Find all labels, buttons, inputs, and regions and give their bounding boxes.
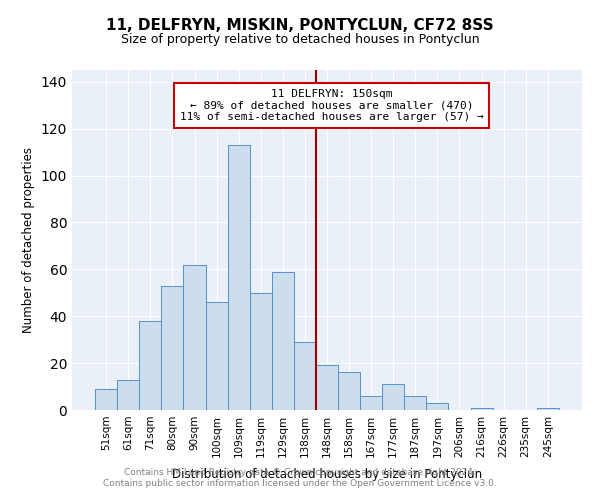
Bar bbox=[427, 403, 448, 410]
Bar bbox=[272, 272, 294, 410]
Bar bbox=[338, 372, 360, 410]
Text: Size of property relative to detached houses in Pontyclun: Size of property relative to detached ho… bbox=[121, 32, 479, 46]
Bar bbox=[117, 380, 139, 410]
Bar bbox=[250, 293, 272, 410]
X-axis label: Distribution of detached houses by size in Pontyclun: Distribution of detached houses by size … bbox=[172, 468, 482, 481]
Bar bbox=[294, 342, 316, 410]
Bar bbox=[470, 408, 493, 410]
Y-axis label: Number of detached properties: Number of detached properties bbox=[22, 147, 35, 333]
Bar bbox=[360, 396, 382, 410]
Bar bbox=[206, 302, 227, 410]
Bar bbox=[316, 366, 338, 410]
Bar bbox=[139, 321, 161, 410]
Bar bbox=[95, 389, 117, 410]
Text: 11, DELFRYN, MISKIN, PONTYCLUN, CF72 8SS: 11, DELFRYN, MISKIN, PONTYCLUN, CF72 8SS bbox=[106, 18, 494, 32]
Bar bbox=[184, 264, 206, 410]
Text: Contains HM Land Registry data © Crown copyright and database right 2024.
Contai: Contains HM Land Registry data © Crown c… bbox=[103, 468, 497, 487]
Bar bbox=[404, 396, 427, 410]
Bar bbox=[161, 286, 184, 410]
Text: 11 DELFRYN: 150sqm
← 89% of detached houses are smaller (470)
11% of semi-detach: 11 DELFRYN: 150sqm ← 89% of detached hou… bbox=[179, 89, 483, 122]
Bar bbox=[382, 384, 404, 410]
Bar bbox=[537, 408, 559, 410]
Bar bbox=[227, 145, 250, 410]
